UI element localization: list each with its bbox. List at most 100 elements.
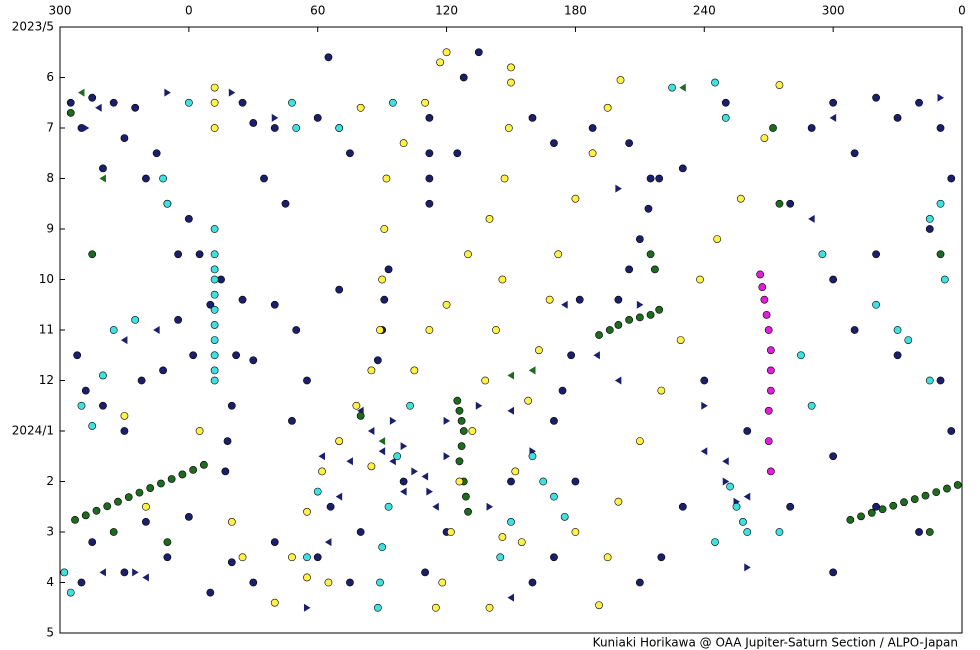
point [764,326,773,334]
y-tick-label: 11 [39,323,54,337]
point [511,467,520,476]
point [524,396,533,405]
point [762,310,771,319]
x-tick-label: 180 [564,4,587,18]
point [635,437,644,445]
point [743,492,751,501]
point [561,300,568,309]
point [947,174,956,183]
point [900,498,908,507]
point [554,250,563,259]
point [636,300,644,309]
y-tick-label: 3 [46,525,54,539]
point [464,250,472,259]
point [732,502,741,511]
point [152,149,161,158]
point [324,53,333,62]
point [635,235,644,243]
point [528,366,536,375]
point [159,174,167,183]
point [936,199,945,208]
point [575,295,584,304]
point [744,563,751,572]
point [668,83,676,92]
point [872,502,880,511]
point [507,78,515,87]
point [326,502,335,511]
point [657,386,666,395]
point [174,315,183,324]
point [114,497,122,506]
point [766,346,775,355]
point [701,401,708,410]
point [210,290,219,299]
point [700,447,708,456]
point [679,83,686,92]
point [376,326,384,334]
point [77,578,86,587]
point [872,93,880,102]
point [925,376,934,385]
point [400,487,407,496]
point [507,371,514,380]
point [743,528,752,536]
point [889,501,898,510]
point [99,164,107,173]
point [378,437,386,446]
point [925,225,934,233]
point [485,214,494,223]
y-tick-label: 9 [46,222,54,236]
point [120,568,129,577]
point [384,502,393,511]
x-tick-label: 300 [822,4,845,18]
point [260,174,268,183]
point [99,174,106,183]
point [380,225,389,233]
x-tick-label: 240 [693,4,716,18]
point [109,528,118,536]
point [142,502,150,511]
point [775,81,784,89]
point [99,401,107,410]
point [947,427,956,435]
point [318,452,326,461]
point [550,492,558,501]
point [936,376,945,385]
point [867,508,876,517]
x-tick-label: 60 [310,4,325,18]
point [474,48,483,57]
point [915,98,923,107]
point [249,356,258,365]
credit: Kuniaki Horikawa @ OAA Jupiter-Saturn Se… [593,636,958,650]
point [60,568,69,577]
point [303,507,311,516]
point [736,194,745,203]
x-tick-label: 300 [49,4,72,18]
point [857,512,865,521]
point [940,275,949,284]
point [432,502,439,511]
y-tick-label: 2023/5 [12,20,54,34]
point [313,114,322,122]
point [550,553,558,562]
point [410,366,419,375]
point [921,491,930,500]
point [174,250,183,259]
point [232,351,241,360]
point [760,134,769,142]
point [99,371,107,380]
point [829,568,838,577]
point [400,442,408,451]
point [807,401,816,410]
point [797,351,805,360]
point [438,578,447,587]
point [550,416,558,425]
point [872,250,880,259]
y-tick-label: 6 [46,70,54,84]
point [676,336,685,344]
point [399,477,408,486]
point [500,174,509,183]
point [109,326,118,334]
point [766,386,775,395]
y-tick-label: 2024/1 [12,424,54,438]
